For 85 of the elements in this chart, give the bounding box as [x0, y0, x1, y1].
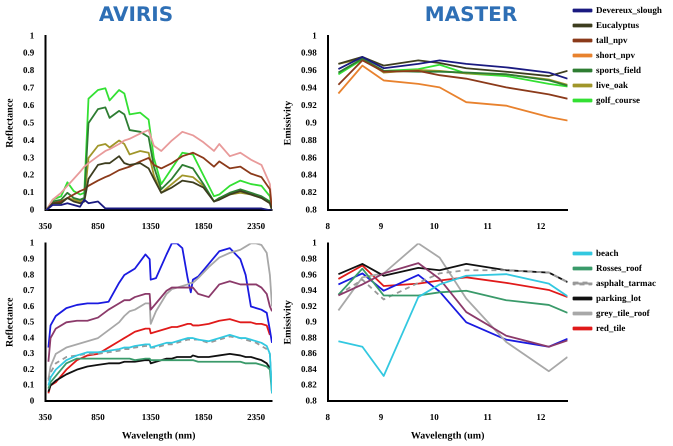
x-tick-label: 12 [536, 220, 546, 231]
y-tick-label: 0.6 [23, 300, 35, 311]
y-tick-label: 0.3 [23, 348, 35, 358]
y-tick-label: 0.2 [23, 364, 35, 374]
legend-label: golf_course [596, 94, 640, 105]
legend-label: live_oak [596, 80, 628, 90]
x-tick-label: 850 [91, 412, 106, 422]
x-tick-label: 2350 [247, 220, 266, 231]
x-axis-title: Wavelength (um) [410, 430, 484, 442]
y-tick-label: 0.9 [23, 254, 35, 264]
y-tick-label: 0.86 [301, 348, 318, 358]
x-tick-label: 1850 [194, 412, 213, 422]
y-axis-title: Emissivity [282, 100, 294, 146]
y-tick-label: 0.86 [301, 152, 318, 162]
y-tick-label: 0.8 [306, 396, 318, 406]
y-tick-label: 0.8 [306, 204, 318, 215]
y-tick-label: 0.88 [301, 332, 318, 342]
y-tick-label: 0.8 [23, 65, 35, 76]
legend-label: tall_npv [596, 34, 628, 45]
y-tick-label: 0.82 [301, 187, 318, 198]
y-tick-label: 0.84 [301, 364, 318, 374]
x-tick-label: 10 [430, 412, 440, 422]
x-axis-title: Wavelength (nm) [122, 430, 196, 442]
legend-label: sports_field [596, 64, 641, 75]
y-tick-label: 0.9 [306, 316, 318, 327]
legend-label: red_tile [596, 322, 626, 333]
x-tick-label: 8 [326, 220, 330, 231]
y-tick-label: 0.3 [23, 152, 35, 162]
y-tick-label: 0.94 [301, 285, 318, 296]
y-tick-label: 1 [312, 238, 318, 248]
legend-label: parking_lot [596, 292, 642, 303]
y-tick-label: 0 [30, 204, 35, 215]
y-axis-title: Emissivity [282, 300, 294, 345]
y-tick-label: 0.94 [301, 82, 318, 93]
y-tick-label: 0.84 [301, 170, 318, 180]
legend-label: Eucalyptus [596, 20, 640, 30]
y-tick-label: 0 [30, 396, 35, 406]
y-tick-label: 0.98 [301, 254, 318, 264]
y-tick-label: 0.82 [301, 380, 318, 390]
x-tick-label: 350 [38, 412, 52, 422]
y-tick-label: 0.5 [23, 117, 35, 128]
y-tick-label: 1 [30, 30, 35, 40]
x-tick-label: 1350 [142, 220, 160, 231]
x-tick-label: 8 [326, 412, 330, 422]
y-tick-label: 0.1 [23, 380, 35, 390]
y-axis-title: Reflectance [4, 98, 16, 148]
legend-label: Rosses_roof [596, 262, 643, 273]
y-tick-label: 1 [30, 238, 35, 248]
legend-label: beach [596, 248, 618, 258]
y-tick-label: 0.7 [23, 82, 35, 93]
y-tick-label: 0.4 [23, 332, 35, 342]
legend-label: asphalt_tarmac [596, 278, 656, 288]
x-tick-label: 11 [483, 412, 492, 422]
y-tick-label: 0.1 [23, 187, 35, 198]
y-tick-label: 0.5 [23, 316, 35, 327]
x-tick-label: 11 [483, 220, 492, 231]
y-tick-label: 0.92 [301, 100, 318, 110]
y-tick-label: 0.7 [23, 285, 35, 296]
x-tick-label: 350 [38, 220, 52, 231]
y-tick-label: 0.96 [301, 65, 318, 76]
chart-title: MASTER [424, 2, 518, 26]
y-tick-label: 0.9 [23, 48, 35, 58]
y-tick-label: 0.88 [301, 134, 318, 145]
legend-label: grey_tile_roof [596, 308, 651, 318]
y-axis-title: Reflectance [4, 297, 16, 348]
x-tick-label: 9 [378, 412, 384, 422]
y-tick-label: 0.8 [23, 269, 35, 280]
y-tick-label: 0.9 [306, 117, 318, 128]
y-tick-label: 0.98 [301, 48, 318, 58]
x-tick-label: 2350 [247, 412, 266, 422]
y-tick-label: 0.4 [23, 134, 35, 145]
legend-label: Devereux_slough [596, 4, 662, 15]
y-tick-label: 0.92 [301, 300, 318, 311]
x-tick-label: 1350 [142, 412, 160, 422]
x-tick-label: 9 [378, 220, 384, 231]
x-tick-label: 850 [91, 220, 106, 231]
legend-label: short_npv [596, 50, 636, 60]
chart-title: AVIRIS [98, 2, 174, 26]
y-tick-label: 0.96 [301, 269, 318, 280]
y-tick-label: 1 [312, 30, 318, 40]
x-tick-label: 10 [430, 220, 440, 231]
y-tick-label: 0.6 [23, 100, 35, 110]
x-tick-label: 12 [536, 412, 546, 422]
y-tick-label: 0.2 [23, 170, 35, 180]
x-tick-label: 1850 [194, 220, 213, 231]
